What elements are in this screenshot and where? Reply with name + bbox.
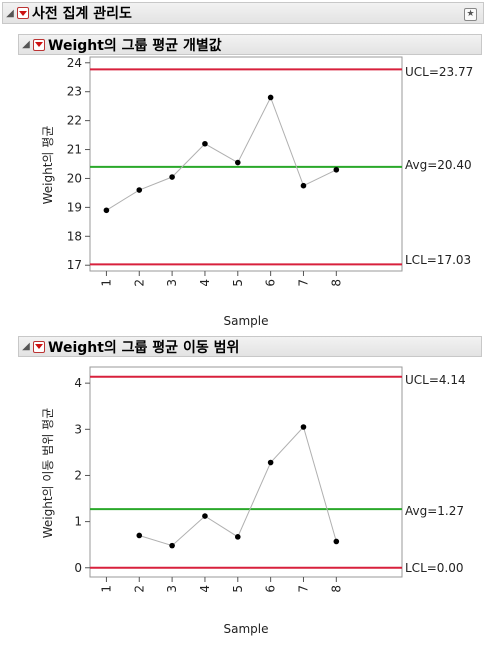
chart-2-series-line xyxy=(139,426,337,547)
chart-2-avg-label: Avg=1.27 xyxy=(405,504,464,518)
chart-2-y-tick-label: 1 xyxy=(74,515,82,529)
red-triangle-icon xyxy=(19,10,27,16)
chart-2-data-point xyxy=(300,424,307,430)
report-header: ◢ 사전 집계 관리도 ★ xyxy=(2,2,484,24)
chart-1-x-tick-label: 7 xyxy=(296,279,310,287)
chart-1-lcl-label: LCL=17.03 xyxy=(405,253,471,267)
red-triangle-icon xyxy=(35,344,43,349)
chart-1-y-tick-label: 19 xyxy=(67,200,82,214)
chart-1-red-triangle-menu[interactable] xyxy=(33,38,45,51)
chart-1-x-tick-label: 2 xyxy=(132,279,146,287)
chart-2-x-tick-label: 5 xyxy=(231,585,245,593)
chart-2-data-point xyxy=(202,513,208,519)
chart-1-data-point xyxy=(103,207,110,214)
chart-1-x-tick-label: 6 xyxy=(264,279,278,287)
chart-1-avg-label: Avg=20.40 xyxy=(405,158,472,172)
report-red-triangle-menu[interactable] xyxy=(17,7,29,19)
report-title: 사전 집계 관리도 xyxy=(32,6,132,22)
chart-2-y-tick-label: 3 xyxy=(74,422,82,436)
chart-1-y-tick-label: 21 xyxy=(67,143,82,157)
chart-1-data-point xyxy=(333,166,340,173)
chart-2-x-tick-label: 1 xyxy=(99,585,113,593)
chart-1-x-tick-label: 5 xyxy=(231,279,245,287)
chart-1-x-tick-label: 8 xyxy=(329,279,343,287)
chart-2-data-point xyxy=(267,459,274,466)
chart-1-y-tick-label: 20 xyxy=(67,171,82,185)
chart-1-y-tick-label: 22 xyxy=(67,114,82,128)
chart-1-header: ◢ Weight의 그룹 평균 개별값 xyxy=(18,34,482,55)
chart-1-ucl-label: UCL=23.77 xyxy=(405,65,473,79)
collapse-triangle-icon[interactable]: ◢ xyxy=(22,39,30,50)
chart-1-x-tick-label: 3 xyxy=(165,279,179,287)
chart-1-y-tick-label: 17 xyxy=(67,258,82,272)
chart-1-x-tick-label: 1 xyxy=(99,279,113,287)
collapse-triangle-icon[interactable]: ◢ xyxy=(6,7,14,19)
chart-2-title: Weight의 그룹 평균 이동 범위 xyxy=(48,339,240,356)
chart-2-data-point xyxy=(234,534,241,540)
chart-1-data-point xyxy=(234,159,241,166)
chart-2-x-tick-label: 2 xyxy=(132,585,146,593)
chart-2-x-tick-label: 4 xyxy=(198,585,212,593)
chart-1-x-tick-label: 4 xyxy=(198,279,212,287)
chart-1-plot-frame xyxy=(89,56,403,272)
chart-2-y-tick-label: 4 xyxy=(74,376,82,390)
chart-1-y-tick-label: 24 xyxy=(67,56,82,70)
chart-2-y-tick-label: 0 xyxy=(74,561,82,575)
chart-1-y-axis-label: Weight의 평균 xyxy=(41,126,55,205)
chart-2-data-point xyxy=(169,542,175,549)
chart-2-header: ◢ Weight의 그룹 평균 이동 범위 xyxy=(18,336,482,357)
chart-2-y-axis-label: Weight의 이동 범위 평균 xyxy=(41,408,55,539)
chart-2-red-triangle-menu[interactable] xyxy=(33,340,45,353)
chart-2-y-tick-label: 2 xyxy=(74,468,82,482)
chart-2-x-tick-label: 7 xyxy=(296,585,310,593)
chart-2-x-tick-label: 3 xyxy=(165,585,179,593)
chart-1-data-point xyxy=(136,187,143,193)
chart-1-data-point xyxy=(169,174,175,180)
chart-2-data-point xyxy=(136,532,143,539)
chart-1-x-axis-label: Sample xyxy=(224,314,269,328)
chart-2-ucl-label: UCL=4.14 xyxy=(405,373,466,387)
chart-2-data-point xyxy=(333,538,340,545)
chart-1-y-tick-label: 23 xyxy=(67,85,82,99)
collapse-triangle-icon[interactable]: ◢ xyxy=(22,341,30,352)
chart-1-title: Weight의 그룹 평균 개별값 xyxy=(48,37,222,54)
chart-1-data-point xyxy=(202,140,208,147)
chart-1-series-line xyxy=(106,96,337,211)
chart-1-data-point xyxy=(300,182,307,189)
star-settings-icon[interactable]: ★ xyxy=(464,8,477,21)
chart-2-x-axis-label: Sample xyxy=(224,622,269,636)
chart-2-x-tick-label: 8 xyxy=(329,585,343,593)
chart-1-y-tick-label: 18 xyxy=(67,229,82,243)
chart-2-x-tick-label: 6 xyxy=(264,585,278,593)
red-triangle-icon xyxy=(35,42,43,47)
chart-1-data-point xyxy=(267,94,274,101)
chart-2-lcl-label: LCL=0.00 xyxy=(405,561,464,575)
chart-2-plot-frame xyxy=(89,366,403,578)
